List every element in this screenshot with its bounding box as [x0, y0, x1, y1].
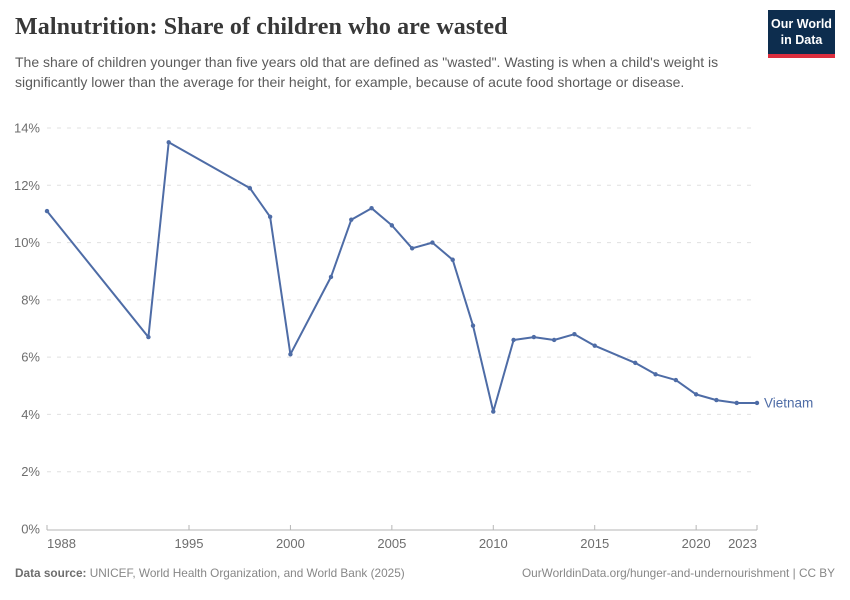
series-line-vietnam[interactable] [46, 141, 758, 413]
data-source-label: Data source: [15, 566, 87, 580]
y-axis-tick-label: 2% [21, 464, 40, 479]
x-axis-tick-label: 2015 [580, 536, 609, 551]
data-point-marker [44, 208, 50, 214]
data-point-marker [166, 140, 171, 145]
data-source-text: UNICEF, World Health Organization, and W… [86, 566, 405, 580]
data-point-marker [572, 332, 577, 337]
data-point-marker [328, 274, 334, 280]
y-axis-tick-label: 10% [14, 235, 40, 250]
y-axis-tick-label: 0% [21, 522, 40, 537]
data-point-marker [511, 337, 516, 343]
data-point-marker [592, 343, 597, 348]
data-point-marker [389, 223, 395, 228]
data-point-marker [491, 409, 496, 414]
data-point-marker [714, 397, 719, 403]
x-axis-tick-label: 2020 [682, 536, 711, 551]
y-axis-tick-label: 14% [14, 121, 40, 136]
data-point-marker [653, 372, 658, 377]
x-axis-tick-label: 2010 [479, 536, 508, 551]
owid-logo-line2: in Data [780, 33, 823, 48]
x-axis-tick-label: 2000 [276, 536, 305, 551]
data-point-marker [247, 185, 253, 191]
y-axis-tick-label: 12% [14, 178, 40, 193]
data-point-marker [146, 334, 151, 340]
owid-logo-line1: Our World [771, 17, 832, 31]
chart-subtitle: The share of children younger than five … [15, 54, 719, 91]
y-axis-tick-label: 8% [21, 292, 40, 307]
x-axis-tick-label: 2005 [377, 536, 406, 551]
data-source-note: Data source: UNICEF, World Health Organi… [15, 566, 405, 580]
data-point-marker [754, 400, 760, 406]
data-point-marker [409, 246, 415, 251]
owid-citation-link[interactable]: OurWorldinData.org/hunger-and-undernouri… [522, 566, 835, 580]
data-point-marker [267, 214, 273, 219]
page-title: Malnutrition: Share of children who are … [15, 14, 508, 40]
y-axis-tick-label: 4% [21, 407, 40, 422]
data-point-marker [430, 240, 435, 245]
data-point-marker [693, 392, 699, 397]
data-point-marker [551, 337, 557, 343]
x-axis-tick-label: 1995 [175, 536, 204, 551]
x-axis-tick-label: 2023 [728, 536, 757, 551]
data-point-marker [349, 217, 354, 222]
data-point-marker [369, 206, 374, 211]
x-axis-tick-label: 1988 [47, 536, 76, 551]
series-end-label-vietnam[interactable]: Vietnam [764, 395, 813, 410]
data-point-marker [531, 334, 537, 340]
data-point-marker [288, 352, 293, 357]
data-point-marker [734, 400, 739, 406]
y-axis-tick-label: 6% [21, 350, 40, 365]
data-point-marker [633, 360, 638, 366]
data-point-marker [470, 323, 476, 328]
data-point-marker [450, 257, 455, 262]
owid-logo[interactable]: Our World in Data [768, 10, 835, 58]
chart-footer: Data source: UNICEF, World Health Organi… [15, 566, 835, 580]
data-point-marker [673, 377, 679, 383]
